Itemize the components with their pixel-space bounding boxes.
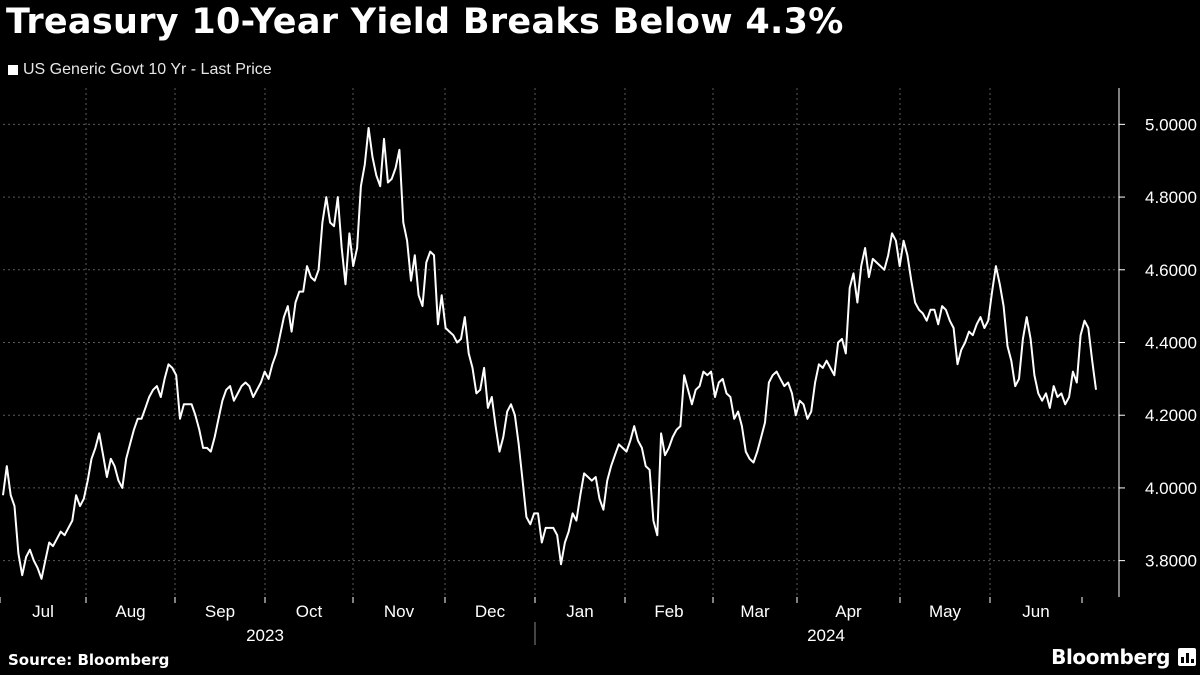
brand-name: Bloomberg [1051,645,1170,669]
x-tick-label: May [929,602,962,621]
x-tick-label: Feb [654,602,683,621]
y-tick-label: 5.0000 [1145,115,1197,134]
y-tick-label: 4.4000 [1145,334,1197,353]
x-tick-label: Nov [384,602,415,621]
legend-label: US Generic Govt 10 Yr - Last Price [23,61,272,78]
y-tick-label: 4.0000 [1145,479,1197,498]
bloomberg-logo-icon [1178,648,1196,666]
series-line [2,127,1097,580]
y-tick-label: 4.8000 [1145,188,1197,207]
legend: US Generic Govt 10 Yr - Last Price [8,61,272,79]
source-note: Source: Bloomberg [8,651,170,669]
x-tick-label: Jan [566,602,593,621]
x-tick-label: Jun [1022,602,1049,621]
x-tick-label: Aug [115,602,145,621]
x-tick-label: Apr [835,602,862,621]
y-tick-label: 4.2000 [1145,406,1197,425]
y-tick-label: 4.6000 [1145,261,1197,280]
chart-title: Treasury 10-Year Yield Breaks Below 4.3% [6,2,844,42]
year-label: 2024 [807,626,845,645]
legend-swatch [8,65,18,75]
x-tick-label: Jul [32,602,54,621]
x-tick-label: Dec [475,602,506,621]
brand: Bloomberg [1051,645,1196,669]
y-tick-label: 3.8000 [1145,552,1197,571]
x-tick-label: Sep [205,602,235,621]
year-label: 2023 [246,626,284,645]
x-tick-label: Mar [740,602,770,621]
x-tick-label: Oct [296,602,323,621]
